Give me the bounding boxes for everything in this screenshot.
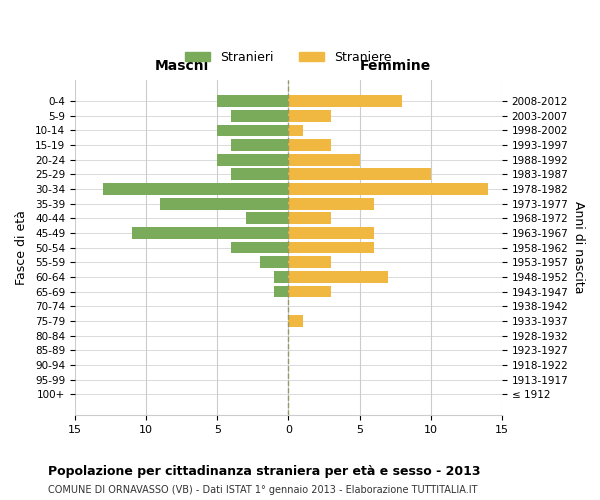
Bar	[260, 256, 289, 268]
Bar	[245, 212, 289, 224]
Bar	[289, 315, 302, 327]
Bar	[289, 154, 359, 166]
Bar	[274, 286, 289, 298]
Bar	[232, 242, 289, 254]
Text: Femmine: Femmine	[359, 59, 431, 73]
Bar	[289, 95, 402, 107]
Bar	[289, 139, 331, 151]
Bar	[289, 242, 374, 254]
Bar	[289, 227, 374, 239]
Bar	[103, 183, 289, 195]
Bar	[217, 154, 289, 166]
Bar	[274, 271, 289, 283]
Bar	[232, 168, 289, 180]
Bar	[289, 110, 331, 122]
Bar	[289, 256, 331, 268]
Bar	[289, 124, 302, 136]
Text: Maschi: Maschi	[155, 59, 209, 73]
Legend: Stranieri, Straniere: Stranieri, Straniere	[181, 46, 397, 69]
Text: Popolazione per cittadinanza straniera per età e sesso - 2013: Popolazione per cittadinanza straniera p…	[48, 465, 481, 478]
Text: COMUNE DI ORNAVASSO (VB) - Dati ISTAT 1° gennaio 2013 - Elaborazione TUTTITALIA.: COMUNE DI ORNAVASSO (VB) - Dati ISTAT 1°…	[48, 485, 478, 495]
Bar	[289, 183, 488, 195]
Bar	[160, 198, 289, 209]
Bar	[132, 227, 289, 239]
Y-axis label: Anni di nascita: Anni di nascita	[572, 202, 585, 294]
Bar	[289, 271, 388, 283]
Bar	[289, 198, 374, 209]
Bar	[217, 95, 289, 107]
Bar	[232, 139, 289, 151]
Bar	[232, 110, 289, 122]
Bar	[217, 124, 289, 136]
Y-axis label: Fasce di età: Fasce di età	[15, 210, 28, 285]
Bar	[289, 212, 331, 224]
Bar	[289, 168, 431, 180]
Bar	[289, 286, 331, 298]
